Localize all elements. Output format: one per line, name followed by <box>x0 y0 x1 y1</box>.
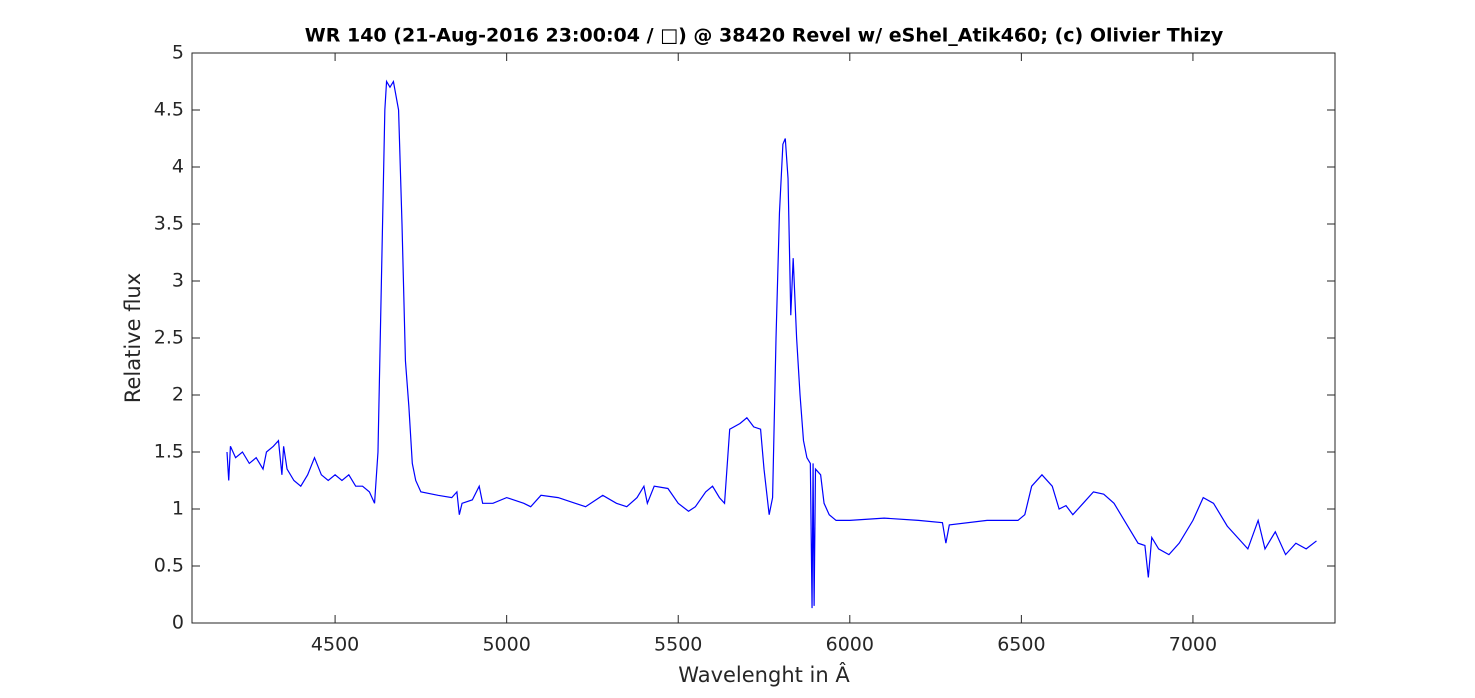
y-axis-label: Relative flux <box>121 273 145 403</box>
x-tick-label: 5500 <box>654 634 702 656</box>
y-tick-label: 0 <box>172 612 184 634</box>
y-tick-label: 1 <box>172 498 184 520</box>
plot-frame <box>191 52 1336 624</box>
x-axis-label: Wavelenght in Â <box>678 662 850 687</box>
y-tick-label: 1.5 <box>154 441 184 463</box>
y-tick-label: 0.5 <box>154 555 184 577</box>
x-tick-label: 4500 <box>311 634 359 656</box>
y-tick-label: 3 <box>172 270 184 292</box>
x-tick-label: 6000 <box>826 634 874 656</box>
x-tick-label: 6500 <box>997 634 1045 656</box>
y-tick-label: 5 <box>172 42 184 64</box>
chart-title: WR 140 (21-Aug-2016 23:00:04 / □) @ 3842… <box>305 25 1224 47</box>
y-tick-label: 2 <box>172 384 184 406</box>
y-tick-label: 3.5 <box>154 213 184 235</box>
y-tick-label: 4 <box>172 156 184 178</box>
spectrum-line <box>226 79 1317 609</box>
x-tick-label: 5000 <box>482 634 530 656</box>
y-tick-label: 4.5 <box>154 99 184 121</box>
y-tick-label: 2.5 <box>154 327 184 349</box>
x-tick-label: 7000 <box>1169 634 1217 656</box>
